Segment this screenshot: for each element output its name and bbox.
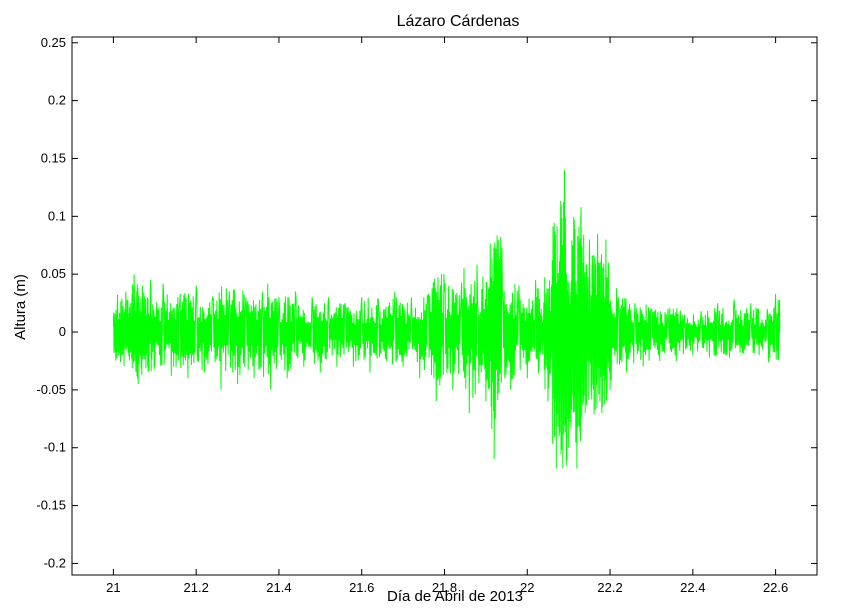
y-tick-label: -0.1 xyxy=(44,440,66,455)
chart-title: Lázaro Cárdenas xyxy=(397,13,520,30)
y-tick-label: 0.05 xyxy=(41,266,66,281)
x-tick-label: 21.2 xyxy=(184,580,209,595)
series-line xyxy=(113,170,779,469)
y-tick-label: 0.1 xyxy=(48,208,66,223)
x-tick-label: 21.6 xyxy=(349,580,374,595)
x-tick-label: 21.4 xyxy=(266,580,291,595)
y-tick-label: 0 xyxy=(59,324,66,339)
x-tick-label: 22.4 xyxy=(680,580,705,595)
y-tick-label: -0.15 xyxy=(36,498,66,513)
series-layer xyxy=(113,170,779,469)
y-tick-label: 0.25 xyxy=(41,35,66,50)
y-axis-title: Altura (m) xyxy=(12,274,29,340)
y-tick-label: 0.15 xyxy=(41,150,66,165)
y-tick-label: -0.05 xyxy=(36,382,66,397)
x-axis-title: Día de Abril de 2013 xyxy=(387,588,523,605)
y-tick-label: -0.2 xyxy=(44,555,66,570)
x-tick-label: 22.6 xyxy=(763,580,788,595)
y-tick-label: 0.2 xyxy=(48,93,66,108)
x-tick-label: 21 xyxy=(106,580,120,595)
x-tick-label: 22.2 xyxy=(597,580,622,595)
